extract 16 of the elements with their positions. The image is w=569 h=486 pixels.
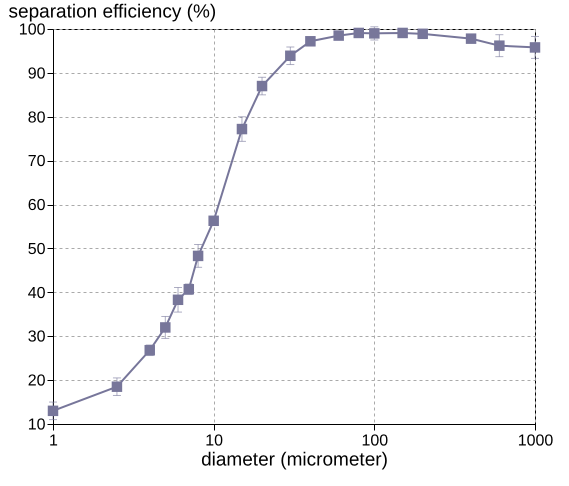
x-axis-title: diameter (micrometer) (201, 450, 388, 470)
y-tick-label: 100 (18, 22, 46, 38)
y-tick-label: 70 (28, 153, 46, 170)
y-tick-label: 10 (28, 416, 46, 434)
y-tick-label: 30 (28, 328, 46, 346)
y-tick-label: 50 (28, 240, 46, 258)
y-tick-label: 90 (28, 65, 46, 82)
x-tick-label: 100 (361, 432, 388, 450)
y-tick-label: 80 (28, 109, 46, 126)
y-tick-label: 40 (28, 284, 46, 302)
y-tick-label: 20 (28, 372, 46, 390)
x-tick-label: 1000 (518, 432, 554, 450)
x-tick-label: 1 (49, 432, 58, 450)
y-tick-label: 60 (28, 197, 46, 214)
y-axis-title: separation efficiency (%) (8, 2, 216, 22)
x-tick-label: 10 (205, 432, 224, 450)
